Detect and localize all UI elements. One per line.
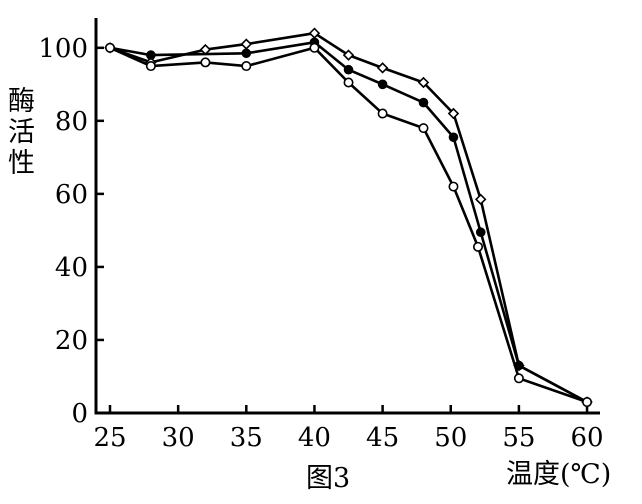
series-line — [109, 46, 588, 404]
y-tick-label: 20 — [55, 326, 88, 356]
series-2 — [105, 37, 592, 407]
data-point — [241, 61, 252, 72]
data-point — [240, 38, 253, 50]
data-point — [200, 57, 211, 68]
y-axis-label: 酶活性 — [3, 86, 34, 179]
data-point — [513, 373, 524, 384]
x-tick-label: 50 — [434, 423, 467, 453]
y-tick-label: 0 — [71, 399, 88, 429]
data-point — [418, 97, 429, 108]
axes — [94, 18, 600, 415]
data-point — [343, 77, 354, 88]
y-tick-label: 60 — [55, 180, 88, 210]
data-point — [105, 42, 116, 53]
figure-caption: 图3 — [306, 463, 351, 494]
y-tick-label: 100 — [38, 34, 88, 64]
data-point — [475, 227, 486, 238]
x-axis-label: 温度(℃) — [506, 459, 612, 490]
data-point — [377, 108, 388, 119]
x-tick-label: 25 — [93, 423, 126, 453]
data-point — [376, 62, 389, 74]
axis-ticks: 25 30 35 40 45 50 55 60 0 20 40 60 80 100 — [38, 34, 603, 453]
data-point — [448, 181, 459, 192]
x-tick-label: 55 — [502, 423, 535, 453]
data-point — [342, 49, 355, 61]
x-tick-label: 45 — [366, 423, 399, 453]
y-tick-label: 80 — [55, 107, 88, 137]
x-tick-label: 60 — [571, 423, 604, 453]
series-3 — [105, 42, 593, 408]
x-tick-label: 35 — [230, 423, 263, 453]
series-layer — [104, 27, 593, 408]
data-point — [146, 50, 156, 60]
x-tick-label: 40 — [298, 423, 331, 453]
data-point — [447, 107, 460, 120]
data-point — [417, 76, 430, 89]
data-point — [473, 241, 484, 252]
data-point — [377, 79, 388, 90]
data-point — [145, 61, 156, 72]
x-tick-label: 30 — [162, 423, 195, 453]
data-point — [475, 193, 487, 206]
data-point — [241, 48, 252, 59]
y-tick-label: 40 — [55, 253, 88, 283]
data-point — [448, 132, 459, 143]
series-line — [109, 31, 588, 404]
data-point — [309, 42, 320, 53]
data-point — [343, 64, 354, 75]
data-point — [582, 397, 593, 408]
data-point — [418, 123, 429, 134]
